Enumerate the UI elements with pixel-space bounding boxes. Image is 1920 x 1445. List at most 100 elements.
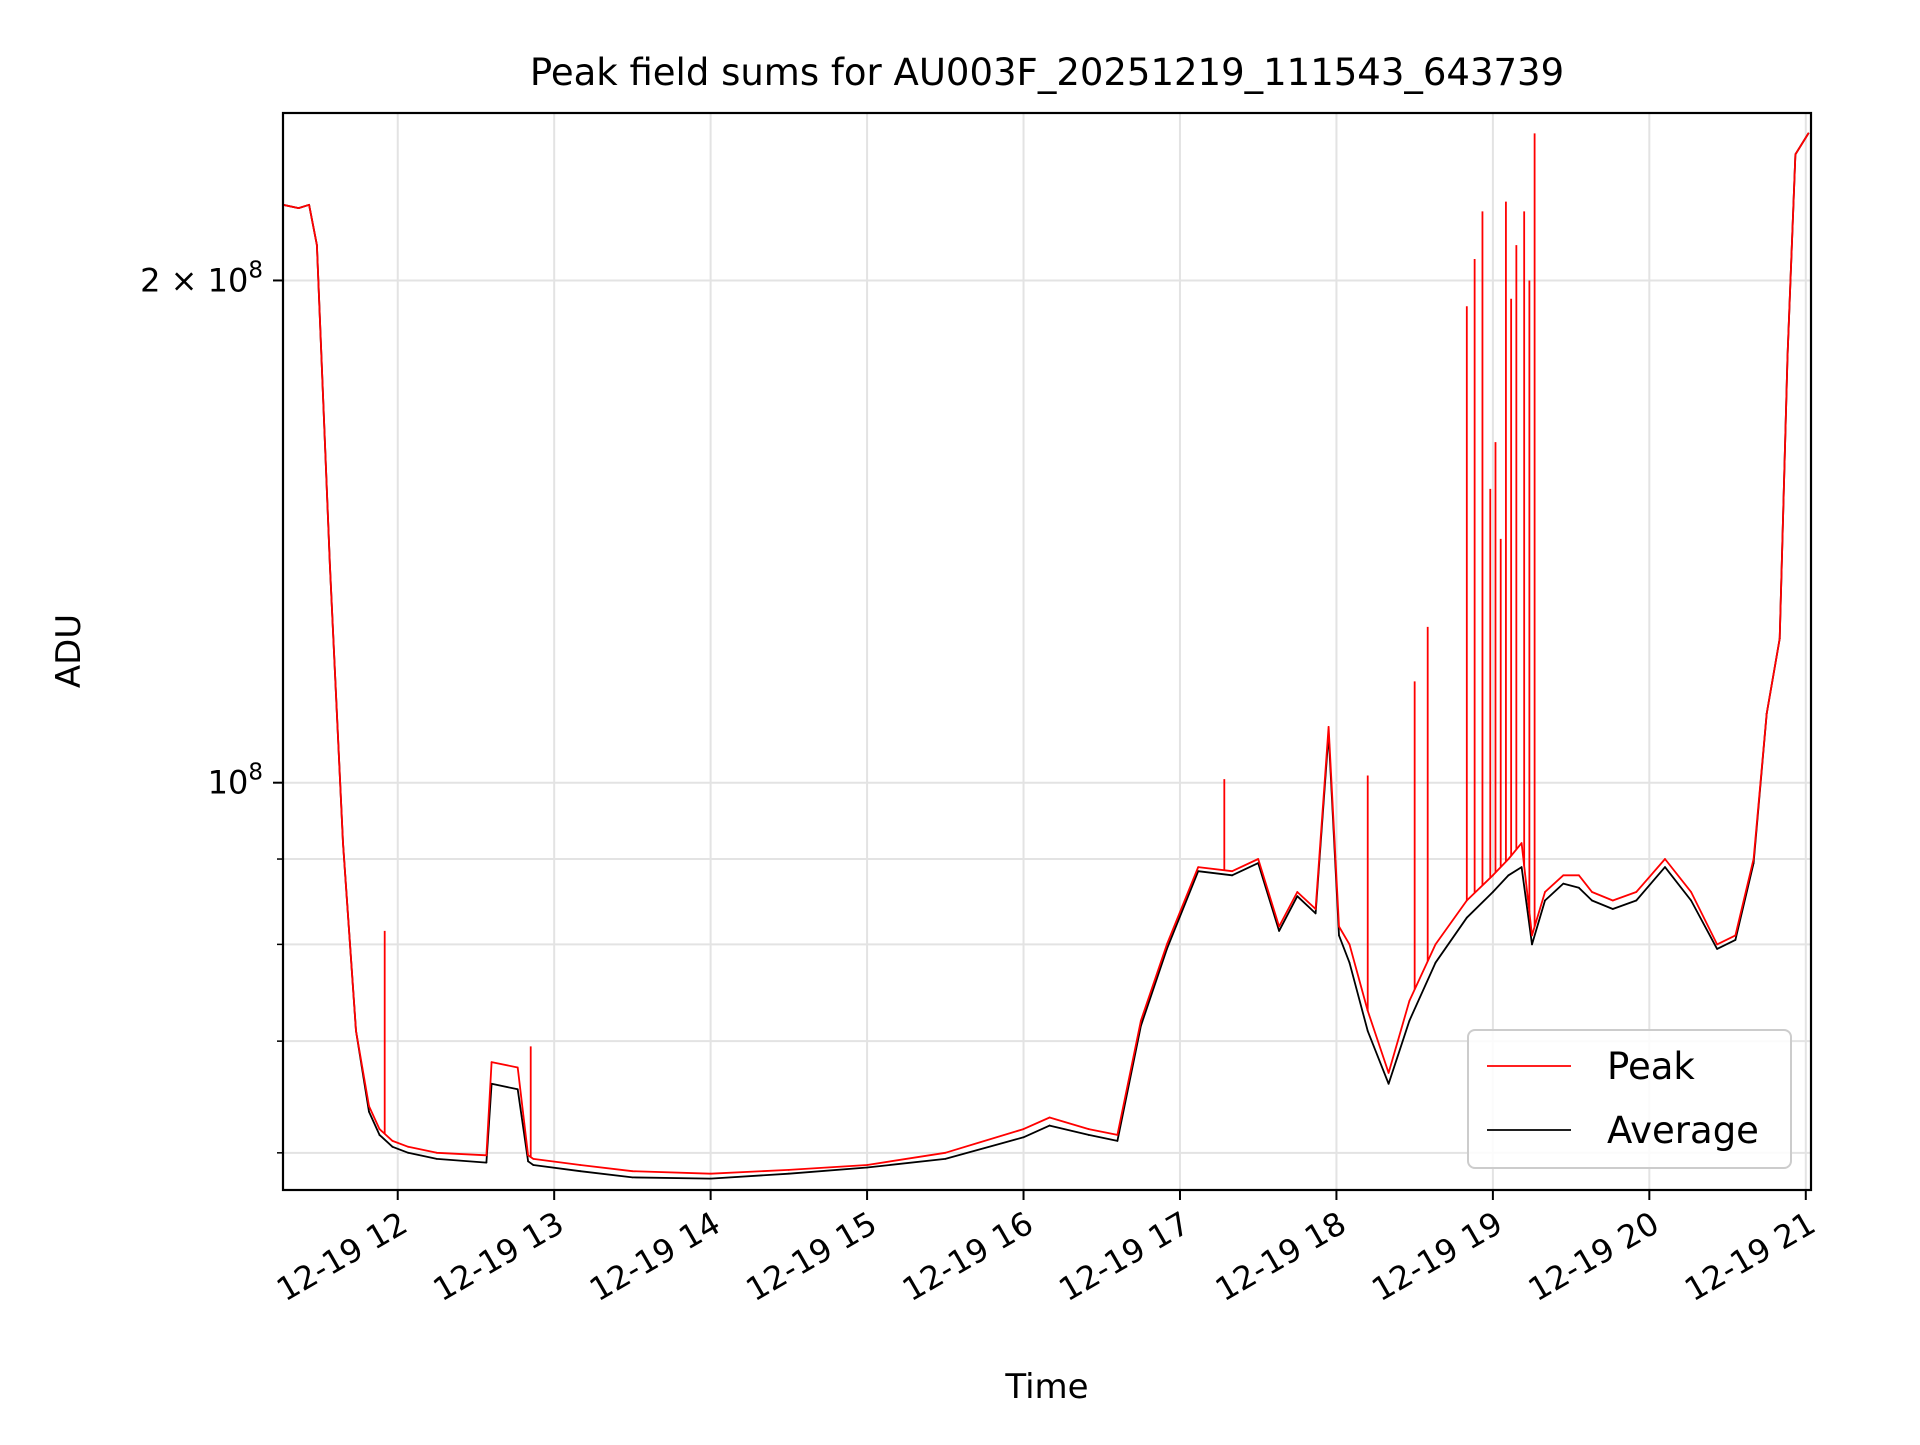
- data-point-peak: [1087, 1128, 1090, 1130]
- data-point-average: [1408, 1019, 1411, 1022]
- data-point-average: [944, 1157, 947, 1160]
- data-point-peak: [1520, 842, 1523, 845]
- legend-label-average: Average: [1607, 1109, 1759, 1152]
- data-point-average: [1520, 866, 1523, 869]
- legend-label-peak: Peak: [1607, 1045, 1695, 1088]
- chart-title: Peak field sums for AU003F_20251219_1115…: [530, 51, 1564, 94]
- data-point-average: [1544, 899, 1546, 902]
- data-point-peak: [1338, 925, 1340, 928]
- data-point-peak: [1257, 858, 1260, 860]
- data-point-average: [1116, 1139, 1119, 1142]
- data-point-peak: [1348, 943, 1351, 946]
- data-point-average: [1664, 866, 1666, 869]
- data-point-peak: [1765, 712, 1768, 715]
- data-point-peak: [490, 1061, 493, 1064]
- plot-frame: [281, 111, 1813, 1192]
- data-point-peak: [1664, 858, 1666, 860]
- data-point-peak: [1387, 1071, 1390, 1074]
- data-point-average: [1690, 899, 1692, 902]
- data-point-peak: [1296, 891, 1299, 893]
- data-point-peak: [355, 1029, 357, 1032]
- data-point-average: [1197, 870, 1200, 873]
- data-point-peak: [1778, 637, 1781, 640]
- data-point-peak: [297, 207, 300, 210]
- data-point-peak: [1531, 934, 1533, 937]
- data-point-peak: [1327, 726, 1330, 728]
- data-point-peak: [1690, 891, 1692, 893]
- data-point-average: [1611, 908, 1614, 910]
- data-point-average: [1231, 874, 1234, 877]
- data-point-peak: [1786, 355, 1789, 358]
- data-point-average: [1366, 1029, 1369, 1032]
- data-point-peak: [1734, 934, 1737, 937]
- data-point-peak: [368, 1105, 370, 1107]
- data-point-average: [1434, 961, 1437, 964]
- legend-box: [1467, 1029, 1792, 1169]
- data-point-peak: [579, 1164, 582, 1166]
- data-point-peak: [1635, 891, 1638, 893]
- data-point-peak: [1278, 925, 1280, 928]
- y-axis-label: ADU: [49, 614, 89, 688]
- data-point-average: [1087, 1134, 1090, 1136]
- data-point-average: [1491, 891, 1494, 893]
- data-point-average: [527, 1160, 530, 1163]
- data-point-peak: [516, 1066, 519, 1069]
- data-point-average: [787, 1172, 790, 1175]
- data-point-average: [378, 1134, 381, 1136]
- data-point-average: [1278, 930, 1280, 932]
- data-point-peak: [1231, 870, 1234, 873]
- data-point-peak: [787, 1169, 790, 1171]
- data-point-average: [1296, 895, 1299, 898]
- data-point-peak: [527, 1154, 530, 1157]
- data-point-average: [1635, 899, 1638, 902]
- data-point-peak: [709, 1172, 712, 1175]
- data-point-peak: [866, 1164, 868, 1166]
- data-point-peak: [1139, 1019, 1142, 1022]
- data-point-peak: [1544, 891, 1546, 893]
- data-point-peak: [944, 1151, 947, 1154]
- data-point-average: [866, 1166, 868, 1169]
- data-point-peak: [1048, 1116, 1051, 1119]
- data-point-peak: [315, 244, 318, 247]
- data-point-peak: [378, 1128, 381, 1130]
- data-point-average: [516, 1088, 519, 1091]
- data-point-average: [1716, 948, 1719, 950]
- data-point-average: [1022, 1136, 1025, 1139]
- data-point-average: [1507, 874, 1510, 877]
- data-point-peak: [1166, 943, 1168, 946]
- data-point-peak: [1314, 908, 1317, 910]
- data-point-peak: [342, 842, 344, 845]
- data-point-peak: [1611, 899, 1614, 902]
- y-axis-ticks: 108 2 × 108: [140, 257, 283, 1154]
- data-point-peak: [1794, 153, 1797, 156]
- data-point-peak: [1507, 858, 1510, 860]
- data-point-peak: [1022, 1128, 1025, 1130]
- data-point-peak: [1578, 874, 1580, 877]
- data-point-average: [1348, 961, 1351, 964]
- data-point-peak: [631, 1170, 634, 1173]
- data-point-average: [1338, 934, 1340, 937]
- data-point-average: [1465, 916, 1468, 919]
- data-point-average: [709, 1177, 712, 1180]
- data-point-average: [391, 1145, 394, 1148]
- data-point-average: [1734, 938, 1737, 941]
- data-point-peak: [1807, 132, 1810, 135]
- data-point-peak: [1408, 999, 1411, 1002]
- data-point-average: [1048, 1124, 1051, 1127]
- data-point-peak: [435, 1151, 438, 1154]
- data-point-average: [1166, 948, 1168, 950]
- legend: Peak Average: [1467, 1029, 1792, 1169]
- data-point-peak: [1197, 866, 1200, 869]
- y-tick-label: 2 × 108: [140, 257, 263, 299]
- data-point-average: [1591, 899, 1593, 902]
- data-point-peak: [485, 1154, 488, 1157]
- data-point-average: [579, 1170, 582, 1173]
- data-point-peak: [1752, 858, 1755, 860]
- data-point-average: [1387, 1082, 1390, 1085]
- x-axis-label: Time: [1004, 1367, 1088, 1407]
- y-tick-label: 108: [208, 760, 263, 802]
- series-layer: [283, 132, 1810, 1180]
- data-point-average: [368, 1110, 370, 1113]
